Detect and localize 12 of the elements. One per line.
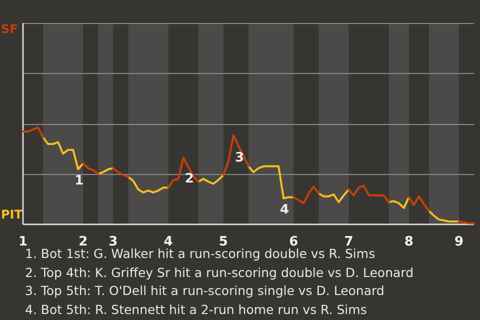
text: PIT — [1, 208, 24, 222]
annotation: 3 — [234, 150, 244, 166]
annotation: 4 — [280, 202, 290, 218]
x-tick-label: 1 — [18, 234, 28, 250]
text: 3. Top 5th: T. O'Dell hit a run-scoring single vs D. Leonard — [25, 282, 386, 300]
text: 4. Bot 5th: R. Stennett hit a 2-run home run vs R. Sims — [25, 300, 368, 318]
text: SF — [1, 22, 18, 36]
x-tick-label: 9 — [454, 234, 464, 250]
annotation: 1 — [74, 174, 84, 189]
x-tick-label: 8 — [404, 234, 414, 250]
annotation: 2 — [184, 172, 194, 187]
text: 2. Top 4th: K. Griffey Sr hit a run-scoring double vs D. Leonard — [25, 264, 414, 282]
